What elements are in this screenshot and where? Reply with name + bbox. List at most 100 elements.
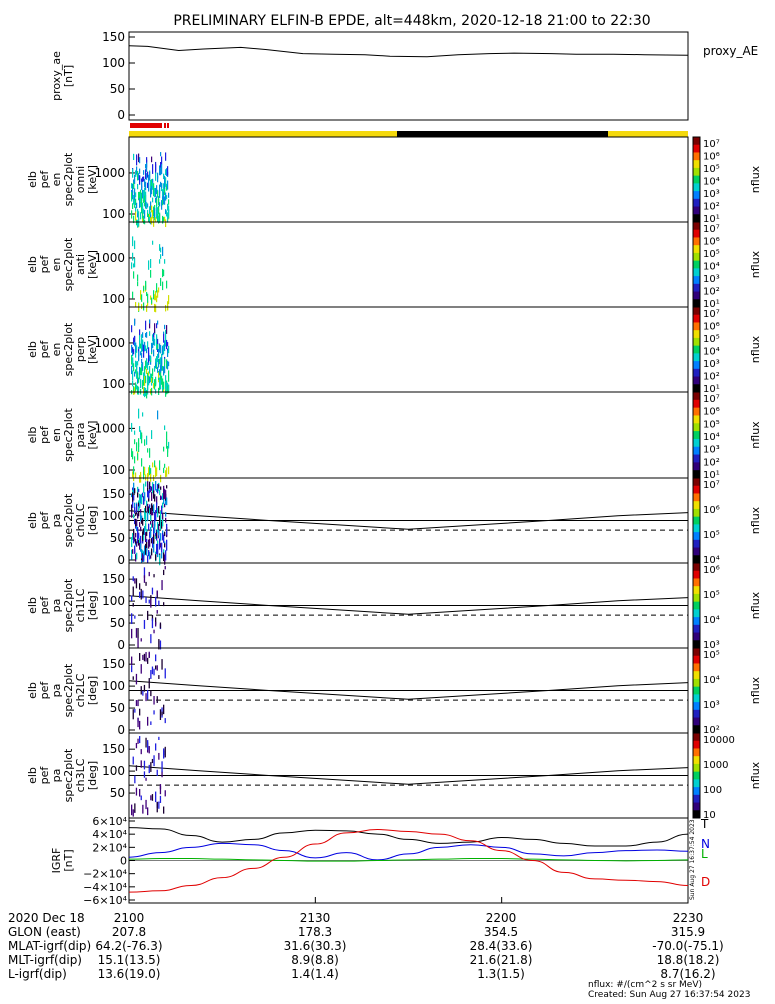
spectrum-cell — [157, 343, 159, 350]
pa-cell — [151, 523, 153, 528]
pa-cell — [144, 492, 146, 502]
pa-cell — [139, 583, 141, 590]
pa-cell — [148, 523, 150, 531]
ylabel-line: spec2plot — [62, 322, 75, 376]
colorbar-band — [693, 361, 700, 370]
spectrum-cell — [153, 336, 155, 345]
spectrum-cell — [135, 170, 137, 177]
colorbar-tick: 10⁶ — [703, 505, 720, 516]
pa-cell — [143, 483, 145, 493]
pa-cell — [132, 533, 134, 540]
ytick-label: 150 — [102, 487, 125, 501]
ytick-label: 1000 — [94, 166, 125, 180]
spectrum-cell — [140, 343, 142, 349]
spectrum-cell — [151, 179, 153, 186]
spectrum-cell — [147, 385, 149, 395]
pa-cell — [156, 590, 158, 596]
spectrum-cell — [137, 210, 139, 218]
spectrum-cell — [159, 244, 161, 251]
shadow-segment — [397, 131, 608, 137]
ylabel-line: elb — [26, 767, 39, 784]
pa-cell — [164, 746, 166, 758]
spectrum-cell — [151, 185, 153, 195]
pa-cell — [147, 481, 149, 488]
colorbar-band — [693, 423, 700, 432]
pa-cell — [131, 549, 133, 557]
ytick-label: 100 — [102, 764, 125, 778]
spectrum-cell — [161, 361, 163, 371]
spectrum-cell — [158, 215, 160, 222]
pa-cell — [163, 490, 165, 501]
orbit-xtick: 2100 — [114, 911, 145, 925]
spectrum-cell — [132, 191, 134, 200]
spectrum-cell — [154, 208, 156, 218]
pa-cell — [134, 708, 136, 713]
science-zone-segment — [130, 123, 162, 128]
spectrum-cell — [146, 162, 148, 172]
spectrum-cell — [157, 410, 159, 420]
ylabel-line: anti — [74, 254, 87, 275]
spectrum-cell — [141, 334, 143, 343]
pa-cell — [139, 789, 141, 797]
pa-cell — [163, 569, 165, 576]
spectrum-cell — [165, 329, 167, 340]
pa-cell — [156, 696, 158, 703]
spectrum-cell — [166, 168, 168, 173]
ylabel-line: perp — [74, 337, 87, 362]
pa-cell — [137, 492, 139, 498]
spectrum-cell — [165, 470, 167, 477]
pa-cell — [152, 505, 154, 512]
spectrum-cell — [153, 206, 155, 216]
spectrum-cell — [142, 189, 144, 199]
spectrum-cell — [151, 156, 153, 163]
igrf-series-D — [128, 829, 689, 893]
spectrum-cell — [154, 303, 156, 312]
pa-cell — [155, 510, 157, 521]
spectrum-cell — [158, 205, 160, 211]
pa-cell — [156, 502, 158, 513]
pa-cell — [132, 586, 134, 596]
spectrum-cell — [167, 342, 169, 347]
spectrum-cell — [141, 192, 143, 202]
orbit-glon-value: 178.3 — [298, 925, 332, 939]
colorbar-band — [693, 663, 700, 672]
spectrum-cell — [164, 216, 166, 221]
orbit-l-value: 1.3(1.5) — [477, 967, 525, 981]
pa-cell — [139, 591, 141, 598]
spectrum-cell — [136, 345, 138, 353]
pa-cell — [160, 495, 162, 501]
colorbar-band — [693, 462, 700, 471]
colorbar-band — [693, 694, 700, 703]
colorbar-tick: 10⁵ — [703, 334, 720, 345]
spectrum-cell — [140, 290, 142, 300]
spectrum-cell — [160, 379, 162, 390]
ylabel-line: elb — [26, 682, 39, 699]
loss-cone-line — [128, 765, 689, 785]
spectrum-cell — [159, 377, 161, 387]
spectrum-cell — [138, 153, 140, 163]
colorbar-band — [693, 314, 700, 323]
pa-cell — [153, 542, 155, 553]
spectrum-cell — [135, 302, 137, 307]
pa-cell — [153, 484, 155, 493]
spectrum-cell — [147, 376, 149, 386]
proxy-ae-line — [128, 45, 689, 58]
ylabel-line: ch3LC — [74, 758, 87, 792]
colorbar-band — [693, 337, 700, 347]
colorbar-band — [693, 160, 700, 169]
spectrum-cell — [152, 197, 154, 203]
spectrum-cell — [137, 208, 139, 214]
ytick-label: 100 — [102, 679, 125, 693]
spectrum-cell — [156, 198, 158, 206]
spectrum-cell — [142, 217, 144, 222]
pa-cell — [153, 696, 155, 705]
colorbar-band — [693, 291, 700, 300]
pa-cell — [157, 521, 159, 533]
pa-cell — [143, 528, 145, 535]
pa-cell — [158, 506, 160, 513]
spectrum-cell — [161, 200, 163, 210]
spectrum-cell — [153, 383, 155, 389]
colorbar-band — [693, 175, 700, 184]
spectrum-cell — [168, 199, 170, 205]
